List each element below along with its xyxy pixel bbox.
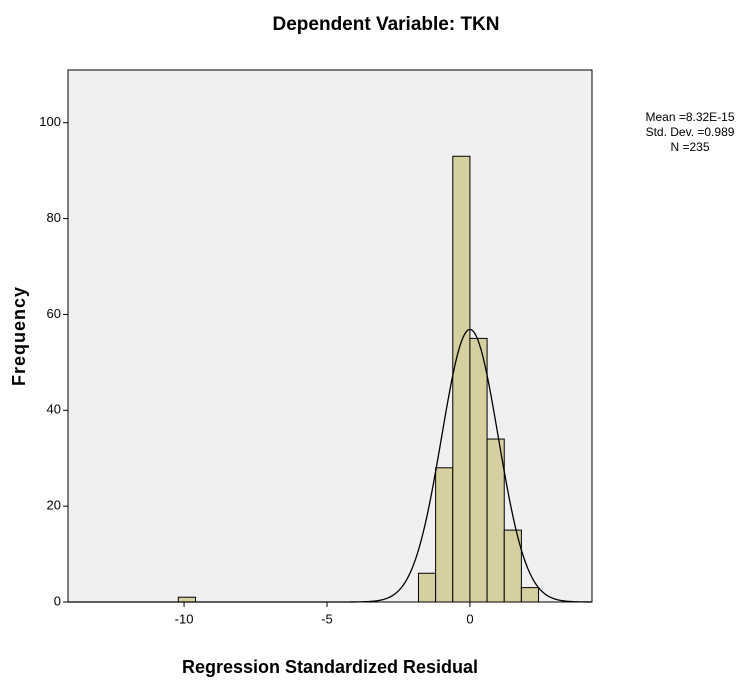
bar bbox=[452, 155, 471, 603]
x-tick-label: -10 bbox=[175, 611, 194, 626]
bar bbox=[177, 596, 196, 603]
y-tick-label: 20 bbox=[47, 498, 61, 513]
y-tick-label: 60 bbox=[47, 306, 61, 321]
bar bbox=[469, 337, 488, 603]
plot-area bbox=[67, 69, 593, 603]
x-tick-label: -5 bbox=[321, 611, 333, 626]
x-tick-label: 0 bbox=[466, 611, 473, 626]
bar bbox=[503, 529, 522, 603]
bar bbox=[520, 587, 540, 603]
y-tick-label: 100 bbox=[39, 114, 61, 129]
stat-n: N =235 bbox=[670, 140, 709, 154]
normal-curve bbox=[68, 328, 593, 603]
bar bbox=[435, 467, 454, 603]
y-tick-label: 0 bbox=[54, 593, 61, 608]
bar bbox=[417, 572, 437, 603]
stat-sd: Std. Dev. =0.989 bbox=[646, 125, 735, 139]
stat-mean: Mean =8.32E-15 bbox=[645, 110, 734, 124]
y-axis-label: Frequency bbox=[9, 286, 29, 386]
bar bbox=[486, 438, 505, 603]
x-axis-label: Regression Standardized Residual bbox=[182, 657, 478, 677]
y-tick-label: 80 bbox=[47, 210, 61, 225]
y-tick-label: 40 bbox=[47, 402, 61, 417]
chart-title: Dependent Variable: TKN bbox=[273, 14, 500, 35]
